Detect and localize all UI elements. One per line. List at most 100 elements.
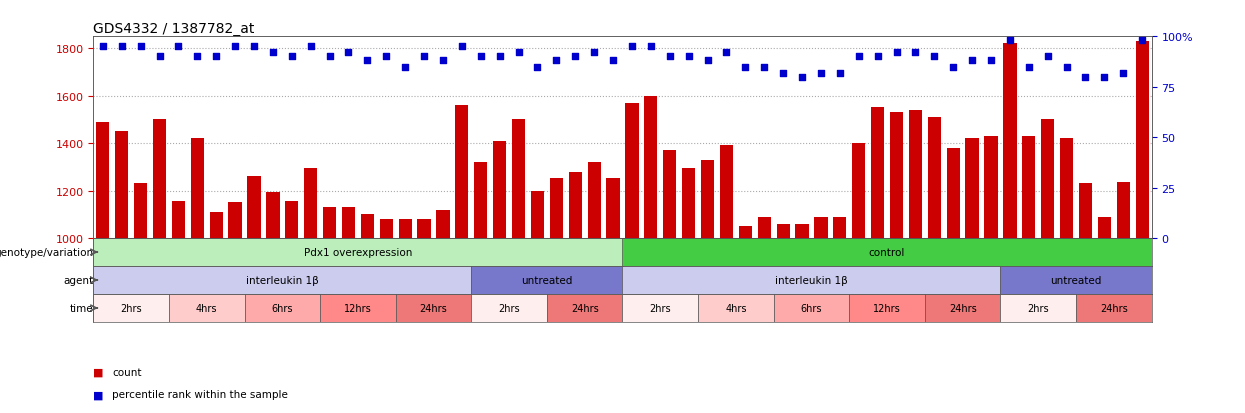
Point: [1076, 74, 1096, 81]
Bar: [530, 191, 544, 238]
Bar: [436, 210, 449, 238]
Text: 24hrs: 24hrs: [949, 303, 976, 313]
Bar: [320, 294, 396, 322]
Bar: [985, 137, 997, 238]
Bar: [380, 220, 393, 238]
Bar: [244, 294, 320, 322]
Bar: [361, 215, 373, 238]
Point: [207, 54, 227, 61]
Point: [810, 70, 830, 77]
Text: untreated: untreated: [1051, 275, 1102, 285]
Bar: [474, 163, 487, 238]
Bar: [172, 202, 186, 238]
Text: time: time: [70, 303, 93, 313]
Point: [868, 54, 888, 61]
Bar: [644, 96, 657, 238]
Bar: [946, 149, 960, 238]
Point: [584, 50, 604, 57]
Bar: [304, 169, 317, 238]
Point: [263, 50, 283, 57]
Bar: [547, 294, 622, 322]
Point: [471, 54, 491, 61]
Bar: [622, 294, 698, 322]
Point: [736, 64, 756, 71]
Bar: [849, 294, 925, 322]
Bar: [248, 177, 260, 238]
Bar: [93, 266, 472, 294]
Point: [679, 54, 698, 61]
Point: [547, 58, 566, 64]
Text: GDS4332 / 1387782_at: GDS4332 / 1387782_at: [93, 22, 255, 36]
Bar: [682, 169, 695, 238]
Point: [244, 44, 264, 50]
Bar: [169, 294, 244, 322]
Point: [489, 54, 509, 61]
Text: 12hrs: 12hrs: [873, 303, 901, 313]
Bar: [550, 178, 563, 238]
Bar: [625, 104, 639, 238]
Bar: [738, 227, 752, 238]
Bar: [1022, 137, 1036, 238]
Bar: [322, 208, 336, 238]
Point: [849, 54, 869, 61]
Text: 2hrs: 2hrs: [1027, 303, 1050, 313]
Text: untreated: untreated: [522, 275, 573, 285]
Bar: [773, 294, 849, 322]
Point: [112, 44, 132, 50]
Bar: [698, 294, 773, 322]
Point: [339, 50, 359, 57]
Bar: [925, 294, 1001, 322]
Text: 24hrs: 24hrs: [420, 303, 447, 313]
Bar: [569, 172, 581, 238]
Point: [433, 58, 453, 64]
Point: [1038, 54, 1058, 61]
Point: [1000, 38, 1020, 45]
Bar: [398, 220, 412, 238]
Bar: [342, 208, 355, 238]
Bar: [664, 151, 676, 238]
Point: [93, 44, 113, 50]
Bar: [96, 122, 110, 238]
Point: [452, 44, 472, 50]
Point: [603, 58, 622, 64]
Text: 4hrs: 4hrs: [195, 303, 218, 313]
Text: genotype/variation: genotype/variation: [0, 247, 93, 257]
Point: [622, 44, 642, 50]
Text: agent: agent: [63, 275, 93, 285]
Bar: [115, 132, 128, 238]
Point: [641, 44, 661, 50]
Point: [660, 54, 680, 61]
Bar: [701, 160, 715, 238]
Bar: [588, 163, 601, 238]
Point: [754, 64, 774, 71]
Point: [376, 54, 396, 61]
Bar: [1117, 183, 1130, 238]
Bar: [1135, 42, 1149, 238]
Point: [357, 58, 377, 64]
Bar: [1041, 120, 1055, 238]
Point: [1132, 38, 1152, 45]
Text: 4hrs: 4hrs: [725, 303, 747, 313]
Bar: [1001, 266, 1152, 294]
Bar: [1001, 294, 1076, 322]
Bar: [93, 294, 169, 322]
Point: [944, 64, 964, 71]
Point: [565, 54, 585, 61]
Point: [281, 54, 301, 61]
Point: [187, 54, 207, 61]
Point: [962, 58, 982, 64]
Bar: [93, 239, 622, 266]
Text: interleukin 1β: interleukin 1β: [776, 275, 848, 285]
Point: [981, 58, 1001, 64]
Bar: [456, 106, 468, 238]
Point: [225, 44, 245, 50]
Point: [1113, 70, 1133, 77]
Bar: [512, 120, 525, 238]
Point: [792, 74, 812, 81]
Bar: [758, 217, 771, 238]
Text: ■: ■: [93, 389, 103, 399]
Bar: [472, 294, 547, 322]
Bar: [965, 139, 979, 238]
Text: 2hrs: 2hrs: [498, 303, 520, 313]
Point: [320, 54, 340, 61]
